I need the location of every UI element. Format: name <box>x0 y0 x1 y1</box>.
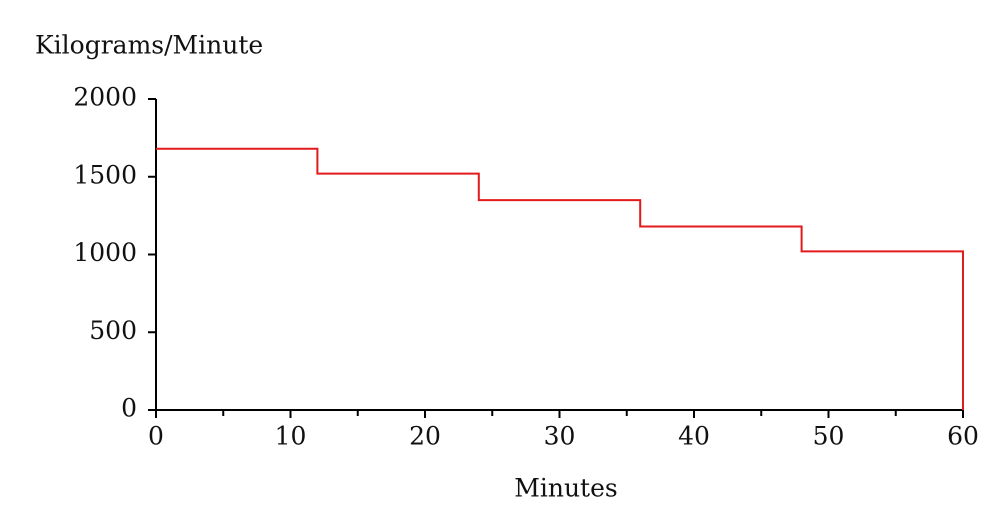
y-axis-label: Kilograms/Minute <box>35 31 263 60</box>
y-tick-label: 2000 <box>73 83 137 112</box>
x-tick-label: 0 <box>148 422 164 451</box>
x-tick-label: 50 <box>813 422 845 451</box>
x-tick-label: 40 <box>678 422 710 451</box>
y-tick-label: 1500 <box>73 160 137 189</box>
x-tick-label: 30 <box>544 422 576 451</box>
x-tick-label: 60 <box>947 422 979 451</box>
y-tick-label: 500 <box>89 316 137 345</box>
x-axis-label: Minutes <box>514 474 617 503</box>
y-tick-label: 1000 <box>73 238 137 267</box>
step-line <box>156 147 964 410</box>
x-tick-label: 10 <box>275 422 307 451</box>
x-tick-label: 20 <box>409 422 441 451</box>
y-tick-label: 0 <box>121 394 137 423</box>
